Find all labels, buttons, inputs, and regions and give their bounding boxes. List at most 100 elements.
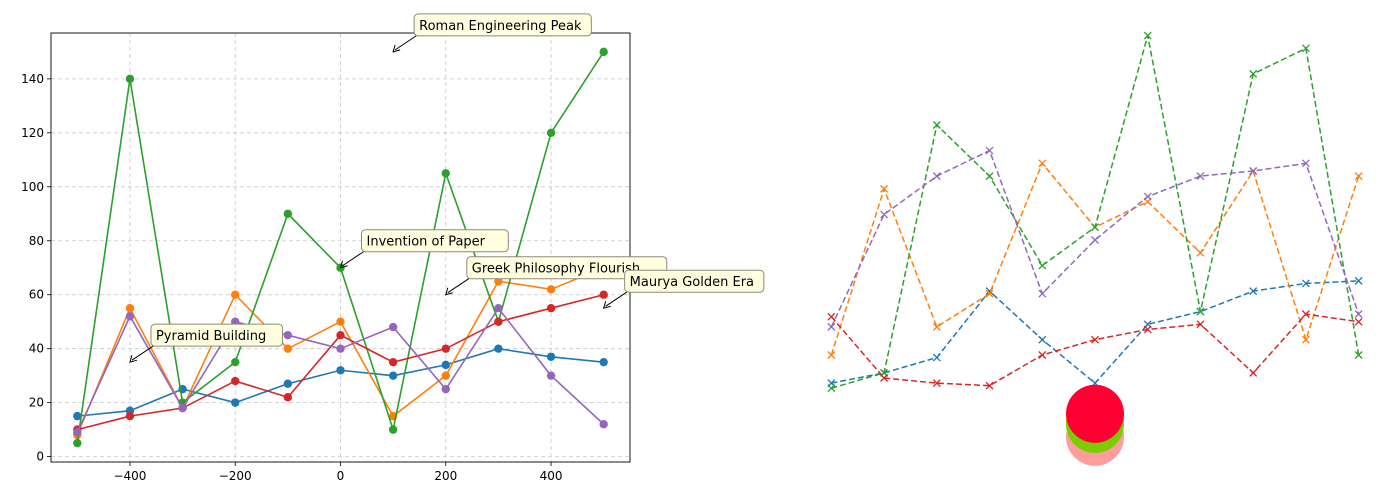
- x-tick-label: −200: [219, 469, 252, 483]
- data-point: [73, 438, 82, 448]
- data-point: [827, 312, 836, 321]
- data-point: [283, 330, 293, 340]
- y-tick-label: 60: [29, 288, 44, 302]
- data-point: [1354, 276, 1363, 285]
- series-line-1: [831, 280, 1359, 385]
- series-line-3: [831, 35, 1360, 389]
- data-point: [336, 344, 345, 353]
- data-point: [494, 304, 503, 313]
- data-point: [1143, 192, 1152, 201]
- data-point: [880, 210, 889, 219]
- data-point: [1301, 279, 1310, 288]
- y-tick-label: 140: [21, 72, 44, 86]
- data-point: [1091, 236, 1099, 244]
- data-point: [73, 411, 82, 421]
- data-point: [336, 317, 345, 326]
- annotation-arrowhead: [339, 260, 348, 269]
- series-line-2: [830, 161, 1360, 356]
- data-point: [932, 322, 941, 331]
- data-point: [283, 209, 293, 218]
- data-point: [880, 374, 889, 382]
- data-point: [388, 357, 398, 367]
- y-tick-label: 100: [21, 180, 44, 194]
- annotation-arrowhead: [129, 355, 138, 363]
- annotation-text: Greek Philosophy Flourish: [472, 262, 640, 277]
- data-point: [827, 384, 836, 393]
- data-point: [73, 428, 82, 437]
- y-tick-label: 40: [29, 342, 44, 356]
- data-point: [546, 304, 556, 313]
- data-point: [1038, 289, 1047, 298]
- annotation-arrowhead: [392, 44, 401, 53]
- data-point: [985, 146, 994, 155]
- data-point: [441, 344, 450, 353]
- data-point: [441, 360, 450, 370]
- annotation-arrow: [605, 291, 627, 307]
- annotation-text: Roman Engineering Peak: [419, 19, 582, 34]
- data-point: [546, 352, 556, 361]
- data-point: [283, 379, 293, 388]
- data-point: [1249, 368, 1258, 377]
- data-point: [1196, 307, 1205, 316]
- data-point: [1091, 335, 1099, 344]
- data-point: [441, 169, 450, 178]
- annotation-text: Maurya Golden Era: [630, 275, 754, 290]
- data-point: [283, 344, 293, 353]
- data-point: [599, 357, 608, 367]
- data-point: [546, 371, 556, 380]
- annotation-box: [361, 229, 509, 253]
- series-line-5: [830, 149, 1360, 328]
- data-point: [546, 128, 556, 138]
- data-point: [599, 47, 608, 57]
- annotation-box: [466, 256, 668, 280]
- data-point: [231, 398, 240, 407]
- y-tick-label: 0: [36, 450, 44, 464]
- data-point: [1249, 69, 1258, 78]
- data-point: [827, 351, 836, 359]
- data-point: [441, 371, 450, 380]
- data-point: [231, 376, 240, 386]
- annotation-arrow: [394, 35, 417, 51]
- annotation-arrow: [342, 251, 364, 267]
- y-tick-label: 80: [29, 234, 44, 248]
- data-point: [1196, 320, 1205, 329]
- data-point: [1091, 223, 1099, 232]
- annotation-box: [624, 269, 765, 293]
- y-tick-label: 20: [29, 396, 44, 410]
- right-chart: [827, 31, 1363, 466]
- annotation-arrowhead: [602, 301, 611, 309]
- data-point: [1354, 317, 1363, 326]
- data-point: [125, 312, 135, 321]
- data-point: [985, 172, 994, 181]
- data-point: [932, 379, 941, 388]
- data-point: [1354, 310, 1363, 319]
- data-point: [336, 366, 345, 375]
- left-chart: −400 −200 0 200 400 0 20 40 60 80 100 120 140 Pyramid…: [21, 13, 765, 483]
- data-point: [388, 322, 398, 332]
- data-point: [1301, 44, 1310, 53]
- x-tick-label: 0: [337, 469, 345, 483]
- data-point: [441, 384, 450, 394]
- data-point: [1301, 310, 1310, 319]
- data-point: [283, 393, 293, 402]
- data-point: [932, 353, 941, 362]
- data-point: [231, 357, 240, 367]
- annotation-text: Pyramid Building: [156, 329, 266, 344]
- data-point: [494, 344, 503, 353]
- data-point: [599, 290, 608, 299]
- data-point: [1038, 335, 1047, 344]
- annotation-box: [150, 323, 284, 347]
- series-line-4: [830, 313, 1359, 387]
- data-point: [1196, 248, 1205, 257]
- data-point: [231, 290, 240, 299]
- data-point: [546, 285, 556, 294]
- data-point: [336, 330, 345, 340]
- annotation-arrow: [447, 278, 470, 294]
- data-point: [1301, 159, 1310, 168]
- annotation-box: [413, 13, 592, 37]
- data-point: [388, 425, 398, 434]
- data-point: [599, 420, 608, 429]
- data-point: [125, 411, 135, 421]
- data-point: [1038, 351, 1047, 359]
